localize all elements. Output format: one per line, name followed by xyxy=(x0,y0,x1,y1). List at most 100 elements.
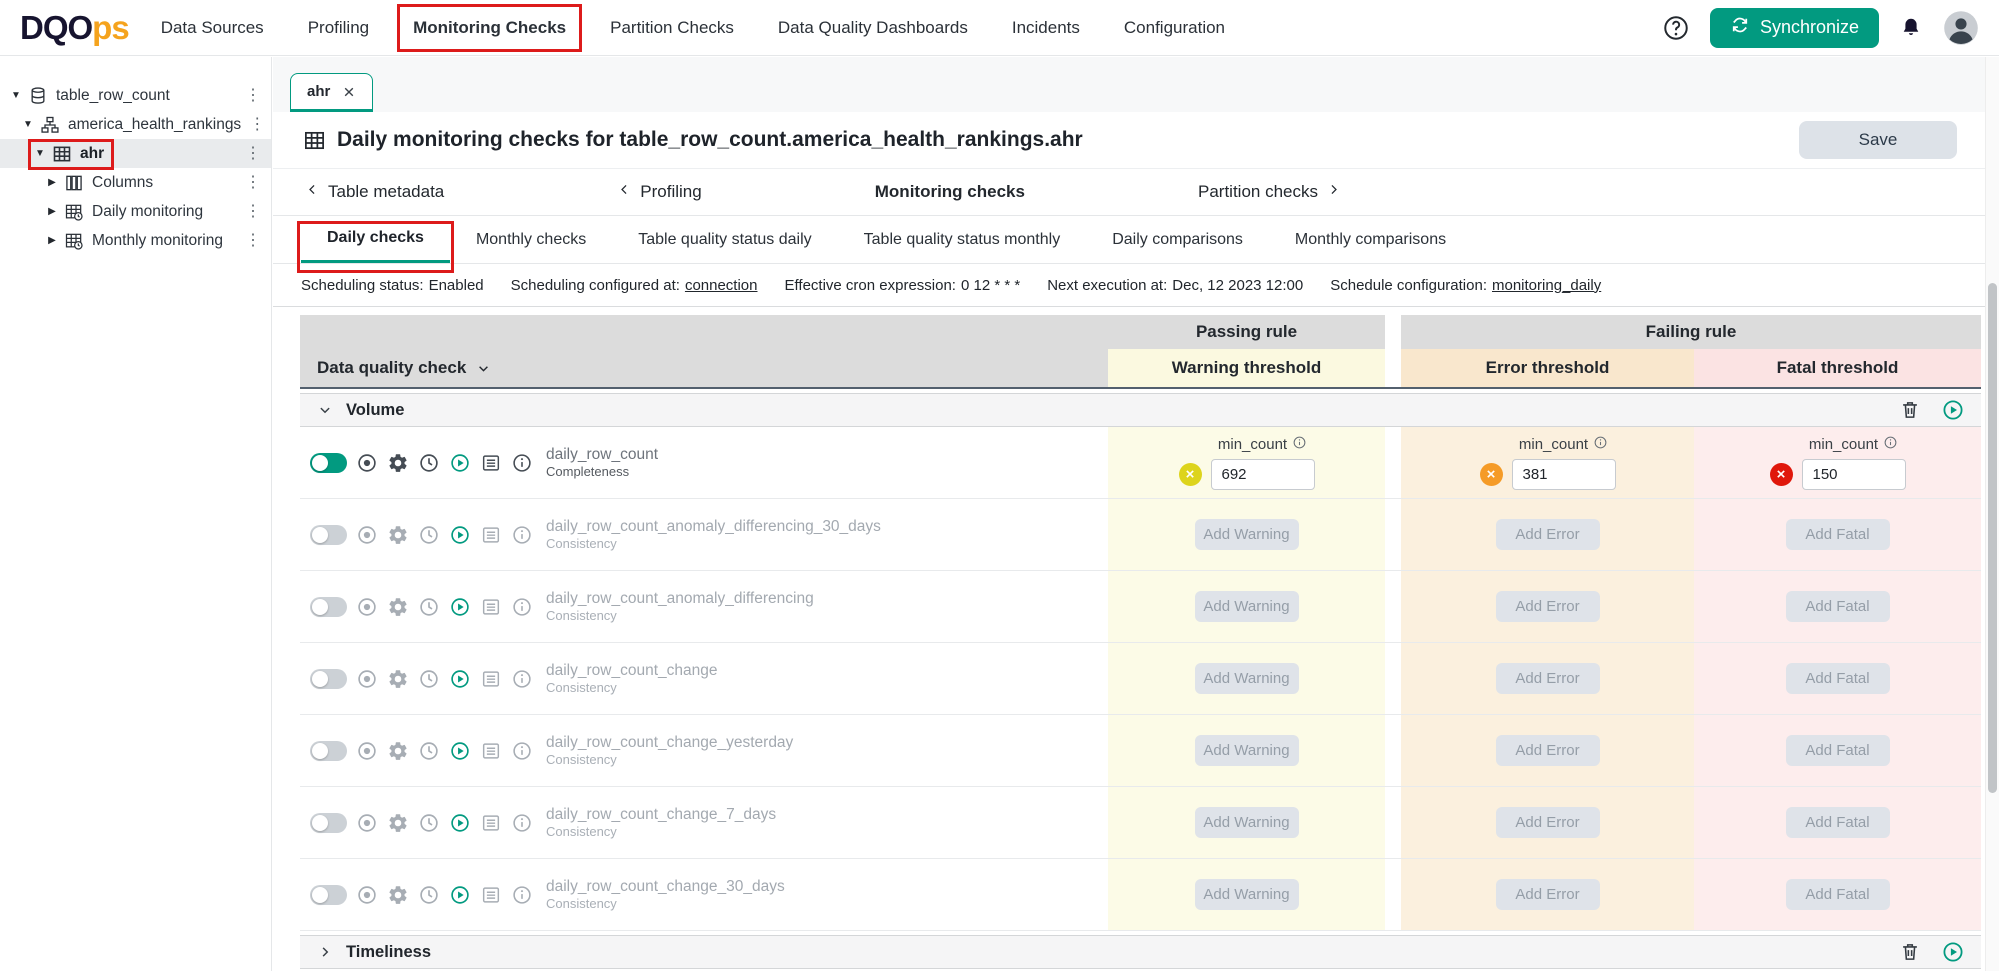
schedule-icon[interactable] xyxy=(418,668,440,690)
delete-section-icon[interactable] xyxy=(1899,941,1921,963)
close-icon[interactable] xyxy=(342,85,356,99)
disable-check-icon[interactable] xyxy=(356,812,378,834)
add-fatal-button[interactable]: Add Fatal xyxy=(1785,807,1890,838)
check-settings-icon[interactable] xyxy=(387,524,409,546)
check-settings-icon[interactable] xyxy=(387,452,409,474)
add-error-button[interactable]: Add Error xyxy=(1495,879,1600,910)
check-results-icon[interactable] xyxy=(480,524,502,546)
check-settings-icon[interactable] xyxy=(387,812,409,834)
add-fatal-button[interactable]: Add Fatal xyxy=(1785,663,1890,694)
vertical-scrollbar-thumb[interactable] xyxy=(1988,283,1997,793)
run-check-icon[interactable] xyxy=(449,740,471,762)
fatal-threshold-input[interactable] xyxy=(1801,459,1906,490)
check-settings-icon[interactable] xyxy=(387,740,409,762)
add-error-button[interactable]: Add Error xyxy=(1495,735,1600,766)
disable-check-icon[interactable] xyxy=(356,884,378,906)
tab-ahr[interactable]: ahr xyxy=(290,73,374,112)
schedule-icon[interactable] xyxy=(418,812,440,834)
check-results-icon[interactable] xyxy=(480,812,502,834)
check-nav-table-metadata[interactable]: Table metadata xyxy=(305,182,444,202)
run-check-icon[interactable] xyxy=(449,884,471,906)
sidebar-item-america-health-rankings[interactable]: ▼ america_health_rankings ⋮ xyxy=(0,110,271,139)
disable-check-icon[interactable] xyxy=(356,740,378,762)
add-fatal-button[interactable]: Add Fatal xyxy=(1785,591,1890,622)
check-results-icon[interactable] xyxy=(480,668,502,690)
check-info-icon[interactable] xyxy=(511,596,533,618)
check-results-icon[interactable] xyxy=(480,596,502,618)
kebab-menu-icon[interactable]: ⋮ xyxy=(245,231,261,249)
kebab-menu-icon[interactable]: ⋮ xyxy=(245,86,261,104)
add-fatal-button[interactable]: Add Fatal xyxy=(1785,519,1890,550)
add-warning-button[interactable]: Add Warning xyxy=(1194,519,1299,550)
schedule-icon[interactable] xyxy=(418,884,440,906)
user-avatar[interactable] xyxy=(1943,10,1979,46)
nav-item-data-sources[interactable]: Data Sources xyxy=(160,17,264,37)
disable-check-icon[interactable] xyxy=(356,668,378,690)
check-enabled-toggle[interactable] xyxy=(310,884,347,905)
tab-table-quality-status-monthly[interactable]: Table quality status monthly xyxy=(863,230,1061,248)
check-results-icon[interactable] xyxy=(480,452,502,474)
check-enabled-toggle[interactable] xyxy=(310,812,347,833)
add-fatal-button[interactable]: Add Fatal xyxy=(1785,735,1890,766)
nav-item-profiling[interactable]: Profiling xyxy=(307,17,370,37)
check-settings-icon[interactable] xyxy=(387,884,409,906)
save-button[interactable]: Save xyxy=(1799,121,1957,159)
sidebar-item-columns[interactable]: ▶ Columns ⋮ xyxy=(0,168,271,197)
run-check-icon[interactable] xyxy=(449,452,471,474)
vertical-scrollbar-track[interactable] xyxy=(1985,57,1999,971)
kebab-menu-icon[interactable]: ⋮ xyxy=(245,202,261,220)
nav-item-data-quality-dashboards[interactable]: Data Quality Dashboards xyxy=(777,17,968,37)
disable-check-icon[interactable] xyxy=(356,452,378,474)
expand-arrow-icon[interactable]: ▼ xyxy=(11,90,21,101)
check-info-icon[interactable] xyxy=(511,524,533,546)
collapse-arrow-icon[interactable]: ▶ xyxy=(48,206,56,217)
check-results-icon[interactable] xyxy=(480,740,502,762)
check-nav-partition-checks[interactable]: Partition checks xyxy=(1198,182,1341,202)
add-warning-button[interactable]: Add Warning xyxy=(1194,663,1299,694)
check-info-icon[interactable] xyxy=(511,884,533,906)
add-error-button[interactable]: Add Error xyxy=(1495,807,1600,838)
check-enabled-toggle[interactable] xyxy=(310,524,347,545)
add-fatal-button[interactable]: Add Fatal xyxy=(1785,879,1890,910)
tab-table-quality-status-daily[interactable]: Table quality status daily xyxy=(638,230,812,248)
tab-daily-comparisons[interactable]: Daily comparisons xyxy=(1112,230,1243,248)
error-threshold-input[interactable] xyxy=(1511,459,1616,490)
schedule-icon[interactable] xyxy=(418,596,440,618)
add-warning-button[interactable]: Add Warning xyxy=(1194,807,1299,838)
kebab-menu-icon[interactable]: ⋮ xyxy=(245,173,261,191)
tab-monthly-checks[interactable]: Monthly checks xyxy=(475,230,587,248)
add-error-button[interactable]: Add Error xyxy=(1495,591,1600,622)
run-section-checks-icon[interactable] xyxy=(1941,398,1965,422)
sidebar-item-table-row-count[interactable]: ▼ table_row_count ⋮ xyxy=(0,81,271,110)
run-check-icon[interactable] xyxy=(449,668,471,690)
synchronize-button[interactable]: Synchronize xyxy=(1709,7,1879,48)
sidebar-item-daily-monitoring[interactable]: ▶ Daily monitoring ⋮ xyxy=(0,197,271,226)
check-nav-profiling[interactable]: Profiling xyxy=(617,182,702,202)
nav-item-incidents[interactable]: Incidents xyxy=(1011,17,1080,37)
check-settings-icon[interactable] xyxy=(387,668,409,690)
run-check-icon[interactable] xyxy=(449,524,471,546)
kebab-menu-icon[interactable]: ⋮ xyxy=(245,144,261,162)
expand-arrow-icon[interactable]: ▼ xyxy=(23,119,33,130)
schedule-icon[interactable] xyxy=(418,740,440,762)
add-warning-button[interactable]: Add Warning xyxy=(1194,879,1299,910)
nav-item-monitoring-checks[interactable]: Monitoring Checks xyxy=(397,3,583,52)
check-enabled-toggle[interactable] xyxy=(310,740,347,761)
tab-daily-checks[interactable]: Daily checks xyxy=(297,216,454,273)
check-nav-monitoring-checks[interactable]: Monitoring checks xyxy=(875,182,1025,202)
run-check-icon[interactable] xyxy=(449,596,471,618)
schedule-icon[interactable] xyxy=(418,524,440,546)
nav-item-partition-checks[interactable]: Partition Checks xyxy=(610,17,734,37)
warning-threshold-input[interactable] xyxy=(1210,459,1315,490)
delete-section-icon[interactable] xyxy=(1899,399,1921,421)
disable-check-icon[interactable] xyxy=(356,524,378,546)
check-results-icon[interactable] xyxy=(480,884,502,906)
check-info-icon[interactable] xyxy=(511,452,533,474)
run-check-icon[interactable] xyxy=(449,812,471,834)
sched-link[interactable]: monitoring_daily xyxy=(1492,276,1602,294)
check-enabled-toggle[interactable] xyxy=(310,452,347,473)
column-header-check[interactable]: Data quality check xyxy=(300,349,1108,387)
disable-check-icon[interactable] xyxy=(356,596,378,618)
add-error-button[interactable]: Add Error xyxy=(1495,519,1600,550)
check-enabled-toggle[interactable] xyxy=(310,596,347,617)
